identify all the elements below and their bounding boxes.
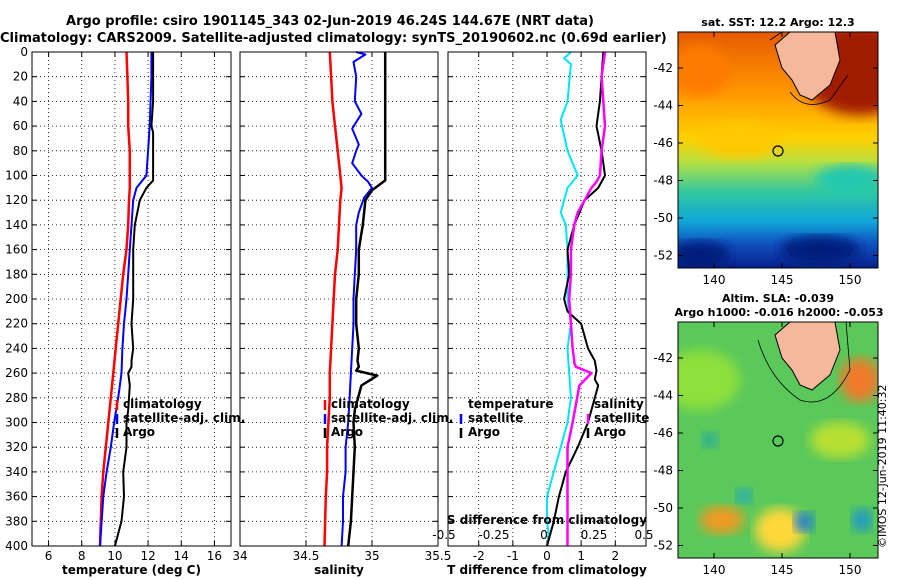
sst-map-title: sat. SST: 12.2 Argo: 12.3 [701, 16, 855, 29]
series-line-climatology [323, 51, 343, 547]
tasmania-land-sla [774, 322, 841, 391]
map-lat-label: -52 [653, 249, 673, 263]
y-tick-label: 260 [5, 366, 28, 380]
legend-label: temperature [468, 397, 553, 411]
chart-title-line1: Argo profile: csiro 1901145_343 02-Jun-2… [66, 14, 594, 29]
y-tick-label: 80 [13, 144, 28, 158]
map-lon-label: 150 [839, 273, 862, 287]
x-tick-label: 6 [45, 549, 53, 563]
y-tick-label: 280 [5, 391, 28, 405]
y-tick-label: 100 [5, 169, 28, 183]
legend-label: climatology [331, 397, 410, 411]
y-tick-label: 180 [5, 267, 28, 281]
legend-label: Argo [123, 425, 155, 439]
y-tick-label: 320 [5, 440, 28, 454]
map-lon-label: 145 [771, 273, 794, 287]
map-lat-label: -50 [653, 501, 673, 515]
sla-map-title-line1: Altim. SLA: -0.039 [721, 292, 835, 305]
x-tick-label: -1 [507, 549, 519, 563]
map-lon-label: 145 [771, 563, 794, 577]
series-line-satellite-adj-clim- [99, 52, 153, 547]
legend-label: climatology [123, 397, 202, 411]
map-lon-label: 140 [703, 273, 726, 287]
legend-label: salinity [594, 397, 644, 411]
plot-frame [31, 51, 232, 547]
x-tick-label: 16 [207, 549, 222, 563]
y-tick-label: 240 [5, 341, 28, 355]
legend-label: Argo [331, 425, 363, 439]
legend-label: Argo [468, 425, 500, 439]
y-tick-label: 360 [5, 490, 28, 504]
series-line-temperature-satellite [546, 51, 579, 547]
y-tick-label: 160 [5, 243, 28, 257]
panel-salinity: 34 34.5 35 35.5 salinity climatologysatellite… [232, 51, 453, 577]
map-lat-label: -46 [653, 426, 673, 440]
secondary-tick-label: 0.25 [581, 528, 608, 542]
y-tick-label: 20 [13, 70, 28, 84]
y-tick-label: 40 [13, 94, 28, 108]
series-line-satellite-adj-clim- [340, 51, 373, 547]
y-tick-label: 140 [5, 218, 28, 232]
map-lat-label: -50 [653, 211, 673, 225]
tasmania-land-sst [774, 32, 841, 101]
legend-label: Argo [594, 425, 626, 439]
x-tick-label: 35 [364, 549, 379, 563]
x-tick-label: 34.5 [293, 549, 320, 563]
map-lat-label: -52 [653, 539, 673, 553]
series-line-argo [346, 52, 387, 547]
x-axis-label: T difference from climatology [447, 563, 647, 577]
x-tick-label: 12 [140, 549, 155, 563]
y-tick-label: 200 [5, 292, 28, 306]
float-position-marker-sla [772, 435, 784, 447]
panel-temperature: 6 8 10 12 14 16 temperature (deg C) 0 20 40 60 80 10… [5, 45, 245, 577]
x-tick-label: 35.5 [425, 549, 452, 563]
x-tick-label: 2 [611, 549, 619, 563]
panel-difference: -2 -1 0 1 2T difference from climatology temp… [432, 51, 654, 577]
map-lat-label: -44 [653, 389, 673, 403]
y-tick-label: 120 [5, 193, 28, 207]
x-axis-label: salinity [314, 563, 364, 577]
secondary-tick-label: 0 [540, 528, 548, 542]
x-tick-label: 34 [232, 549, 247, 563]
y-tick-label: 220 [5, 317, 28, 331]
sla-map-title-line2: Argo h1000: -0.016 h2000: -0.053 [674, 306, 884, 319]
sst-map [677, 31, 879, 269]
series-line-salinity-satellite [566, 51, 607, 546]
chart-title-line2: Climatology: CARS2009. Satellite-adjuste… [0, 31, 667, 46]
series-line-climatology [98, 51, 132, 547]
sla-map [677, 321, 879, 559]
y-tick-label: 60 [13, 119, 28, 133]
legend-label: satellite [468, 411, 523, 425]
float-position-marker-sst [772, 145, 784, 157]
y-tick-label: 380 [5, 514, 28, 528]
x-tick-label: 14 [174, 549, 189, 563]
y-tick-label: 300 [5, 416, 28, 430]
y-tick-label: 340 [5, 465, 28, 479]
map-lat-label: -42 [653, 351, 673, 365]
secondary-axis-label: S difference from climatology [447, 513, 647, 527]
y-tick-label: 400 [5, 539, 28, 553]
secondary-tick-label: -0.25 [478, 528, 509, 542]
x-axis-label: temperature (deg C) [62, 563, 201, 577]
legend-label: satellite-adj. clim. [123, 411, 245, 425]
x-tick-label: 8 [78, 549, 86, 563]
map-lat-label: -42 [653, 61, 673, 75]
series-line-argo [113, 52, 155, 547]
x-tick-label: -2 [473, 549, 485, 563]
y-tick-label: 0 [20, 45, 28, 59]
x-tick-label: 10 [107, 549, 122, 563]
legend-label: satellite-adj. clim. [331, 411, 453, 425]
legend-label: satellite [594, 411, 649, 425]
map-lat-label: -46 [653, 136, 673, 150]
secondary-tick-label: 0.5 [634, 528, 653, 542]
secondary-tick-label: -0.5 [432, 528, 455, 542]
x-tick-label: 0 [543, 549, 551, 563]
map-lon-label: 150 [839, 563, 862, 577]
map-lat-label: -44 [653, 99, 673, 113]
map-lat-label: -48 [653, 174, 673, 188]
map-lat-label: -48 [653, 464, 673, 478]
map-lon-label: 140 [703, 563, 726, 577]
x-tick-label: 1 [577, 549, 585, 563]
